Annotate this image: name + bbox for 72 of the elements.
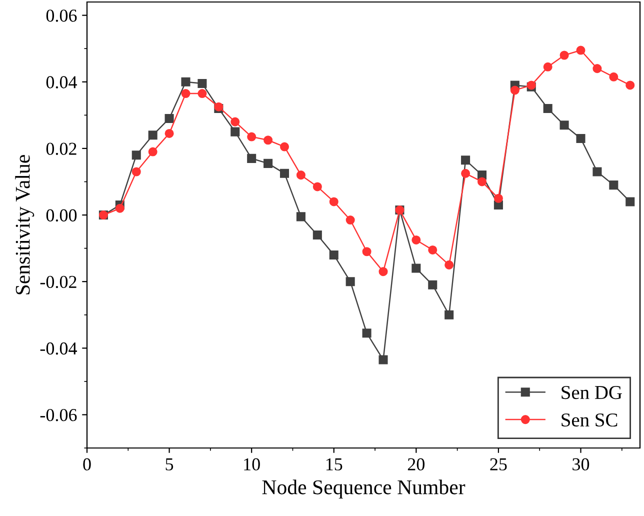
point bbox=[181, 77, 190, 86]
point bbox=[312, 230, 322, 240]
point bbox=[378, 267, 388, 276]
y-tick-label: 0.02 bbox=[46, 142, 76, 155]
point bbox=[346, 215, 355, 225]
point bbox=[164, 114, 174, 124]
point bbox=[264, 158, 273, 168]
x-tick-label: 0 bbox=[83, 458, 91, 470]
point bbox=[543, 104, 552, 114]
point bbox=[444, 260, 454, 270]
legend-label: Sen SC bbox=[562, 413, 618, 427]
point bbox=[264, 136, 273, 145]
point bbox=[247, 132, 256, 142]
point bbox=[576, 46, 586, 55]
point bbox=[592, 64, 602, 74]
point bbox=[230, 117, 240, 126]
point bbox=[494, 194, 503, 203]
point bbox=[477, 177, 487, 186]
point bbox=[148, 147, 158, 156]
point bbox=[428, 280, 438, 290]
point bbox=[543, 62, 552, 72]
point bbox=[296, 212, 306, 222]
point bbox=[378, 355, 388, 364]
point bbox=[346, 277, 355, 286]
point bbox=[626, 80, 635, 90]
point bbox=[362, 247, 372, 256]
point bbox=[312, 182, 322, 192]
point bbox=[560, 50, 569, 60]
point bbox=[164, 128, 174, 138]
point bbox=[609, 72, 618, 82]
y-axis-title: Sensitivity Value bbox=[15, 155, 34, 294]
point bbox=[362, 328, 372, 338]
point bbox=[148, 130, 158, 140]
point bbox=[181, 89, 190, 98]
point bbox=[280, 168, 290, 178]
point bbox=[576, 134, 586, 143]
point bbox=[132, 167, 141, 176]
point bbox=[412, 264, 421, 273]
point bbox=[609, 180, 618, 190]
point bbox=[510, 86, 520, 95]
y-tick-label: -0.06 bbox=[40, 408, 77, 422]
point bbox=[412, 235, 421, 244]
point bbox=[280, 142, 290, 152]
x-tick-label: 15 bbox=[326, 458, 342, 470]
point bbox=[296, 170, 306, 180]
point bbox=[461, 156, 470, 165]
point bbox=[329, 250, 338, 260]
point bbox=[626, 197, 635, 206]
x-tick-label: 25 bbox=[490, 458, 507, 470]
point bbox=[444, 310, 454, 320]
x-tick-label: 20 bbox=[408, 458, 425, 470]
y-tick-label: 0.04 bbox=[46, 76, 77, 88]
point bbox=[592, 167, 602, 176]
y-tick-label: 0.00 bbox=[46, 209, 77, 222]
point bbox=[198, 79, 207, 88]
x-tick-label: 10 bbox=[244, 458, 260, 470]
point bbox=[428, 245, 438, 254]
point bbox=[560, 120, 569, 130]
point bbox=[132, 150, 141, 160]
y-tick-label: -0.02 bbox=[40, 276, 76, 288]
point bbox=[230, 127, 240, 136]
y-tick-label: -0.04 bbox=[40, 342, 77, 355]
point bbox=[461, 168, 470, 178]
x-tick-label: 5 bbox=[166, 458, 174, 470]
point bbox=[247, 154, 256, 163]
point bbox=[329, 197, 338, 206]
point bbox=[115, 204, 124, 213]
legend-label: Sen DG bbox=[562, 386, 622, 400]
x-axis-title: Node Sequence Number bbox=[262, 480, 466, 499]
point bbox=[198, 89, 207, 98]
y-tick-label: 0.06 bbox=[46, 10, 77, 22]
x-tick-label: 30 bbox=[572, 458, 590, 470]
